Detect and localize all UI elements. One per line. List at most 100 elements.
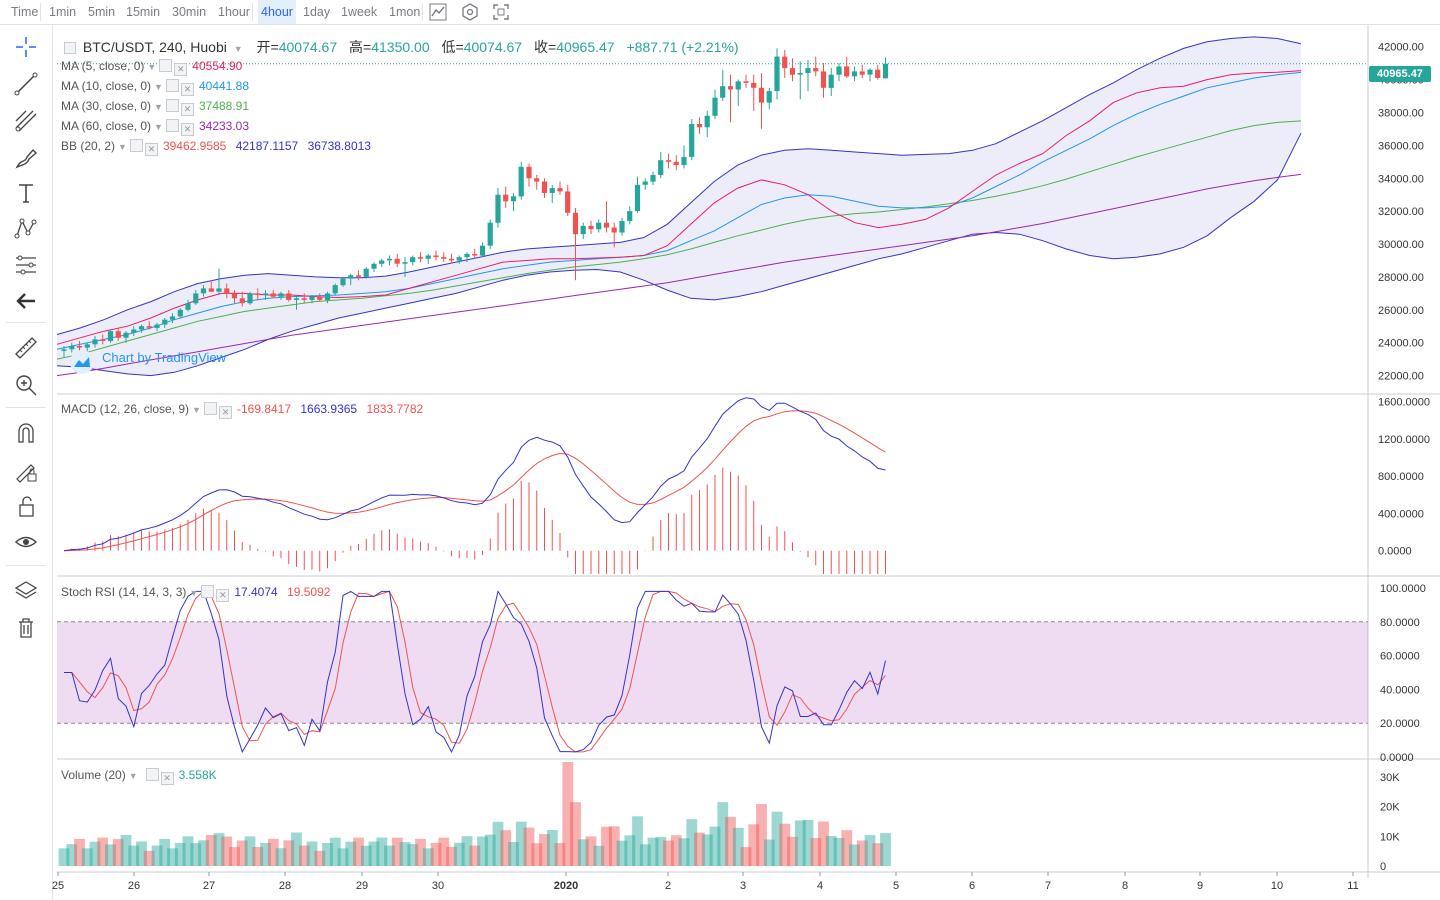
time-axis-label: 27 [203, 880, 215, 892]
candle-body [611, 227, 617, 233]
candle [208, 280, 214, 292]
candle-body [154, 324, 160, 328]
timeframe-5min[interactable]: 5min [88, 5, 116, 19]
macd-line [63, 397, 886, 552]
chevron-down-icon[interactable]: ▼ [233, 44, 243, 54]
tool-separator [6, 322, 46, 323]
close-icon[interactable]: ✕ [180, 103, 194, 116]
prediction-icon[interactable] [13, 252, 39, 278]
magnet-icon[interactable] [13, 420, 39, 446]
candle [441, 252, 447, 263]
gear-icon[interactable] [165, 119, 179, 132]
close-icon[interactable]: ✕ [216, 589, 230, 602]
fib-icon[interactable] [13, 108, 39, 134]
back-arrow-icon[interactable] [13, 288, 39, 314]
candle [789, 58, 796, 82]
ma5-label: MA (5, close, 0) [61, 59, 145, 73]
candle-body [131, 329, 137, 333]
trend-line-icon[interactable] [13, 71, 39, 97]
chevron-down-icon[interactable]: ▼ [147, 62, 157, 72]
close-icon[interactable]: ✕ [144, 143, 158, 156]
candle-body [317, 296, 323, 300]
tradingview-watermark[interactable]: Chart by TradingView [70, 350, 226, 374]
candle-body [588, 225, 594, 230]
pattern-icon[interactable] [13, 216, 39, 242]
timeframe-30min[interactable]: 30min [172, 5, 207, 19]
brush-icon[interactable] [13, 145, 39, 171]
timeframe-1min[interactable]: 1min [49, 5, 77, 19]
gear-icon[interactable] [203, 402, 217, 415]
crosshair-icon[interactable] [13, 34, 39, 60]
candle-body [704, 115, 710, 128]
candle [169, 313, 176, 323]
volume-bar [856, 840, 868, 866]
candle-body [603, 222, 610, 228]
volume-bar [477, 836, 488, 866]
gear-icon[interactable] [159, 59, 173, 72]
candle [146, 321, 152, 330]
settings-icon[interactable] [460, 2, 480, 22]
close-icon[interactable]: ✕ [174, 63, 188, 76]
stoch-legend[interactable]: Stoch RSI (14, 14, 3, 3) ▼ ✕ 17.4074 19.509… [61, 585, 330, 602]
gear-icon[interactable] [129, 139, 143, 152]
close-icon[interactable]: ✕ [160, 772, 174, 785]
close-icon[interactable]: ✕ [218, 406, 232, 419]
timeframe-1mon[interactable]: 1mon [389, 5, 421, 19]
unlock-icon[interactable] [13, 493, 39, 519]
macd-legend[interactable]: MACD (12, 26, close, 9) ▼ ✕ -169.8417 1663.… [61, 402, 423, 419]
macd-label: MACD (12, 26, close, 9) [61, 402, 190, 416]
volume-bar [701, 834, 713, 866]
volume-legend[interactable]: Volume (20) ▼ ✕ 3.558K [61, 768, 217, 785]
candle [231, 290, 238, 304]
timeframe-1hour[interactable]: 1hour [218, 5, 250, 19]
timeframe-4hour[interactable]: 4hour [258, 0, 296, 24]
layers-icon[interactable] [13, 578, 39, 604]
lock-drawing-icon[interactable] [13, 457, 39, 483]
volume-axis-label: 10K [1380, 831, 1400, 843]
candle [433, 250, 439, 261]
timeframe-1week[interactable]: 1week [341, 5, 378, 19]
gear-icon[interactable] [201, 585, 215, 598]
candle [301, 293, 307, 304]
timeframe-15min[interactable]: 15min [126, 5, 161, 19]
close-icon[interactable]: ✕ [180, 83, 194, 96]
chevron-down-icon[interactable]: ▼ [189, 588, 199, 598]
chevron-down-icon[interactable]: ▼ [118, 142, 127, 152]
chevron-down-icon[interactable]: ▼ [192, 405, 201, 415]
close-icon[interactable]: ✕ [180, 123, 194, 136]
top-toolbar: Time 1min 5min 15min 30min 1hour 4hour 1day 1wee… [0, 0, 1440, 25]
chevron-down-icon[interactable]: ▼ [154, 102, 163, 112]
timeframe-1day[interactable]: 1day [303, 5, 331, 19]
candle [758, 73, 765, 129]
collapse-icon[interactable] [64, 42, 76, 54]
volume-bar [725, 816, 736, 866]
fullscreen-icon[interactable] [491, 2, 511, 22]
bb-legend[interactable]: BB (20, 2) ▼ ✕ 39462.9585 42187.1157 36738.… [61, 139, 371, 156]
gear-icon[interactable] [165, 79, 179, 92]
volume-bar [415, 838, 426, 866]
chevron-down-icon[interactable]: ▼ [154, 122, 163, 132]
candle-body [789, 68, 796, 75]
zoom-icon[interactable] [13, 372, 39, 398]
chevron-down-icon[interactable]: ▼ [128, 771, 138, 781]
gear-icon[interactable] [145, 768, 159, 781]
gear-icon[interactable] [165, 99, 179, 112]
candle [751, 74, 757, 111]
indicator-icon[interactable] [428, 2, 448, 22]
volume-bar [407, 844, 419, 866]
candle-body [193, 293, 199, 304]
ma10-legend[interactable]: MA (10, close, 0) ▼ ✕ 40441.88 [61, 79, 249, 96]
ma30-legend[interactable]: MA (30, close, 0) ▼ ✕ 37488.91 [61, 99, 249, 116]
candle-body [76, 346, 83, 348]
chevron-down-icon[interactable]: ▼ [154, 82, 163, 92]
text-icon[interactable] [13, 180, 39, 206]
ma60-legend[interactable]: MA (60, close, 0) ▼ ✕ 34233.03 [61, 119, 249, 136]
timeframe-time[interactable]: Time [11, 5, 39, 19]
ruler-icon[interactable] [13, 335, 39, 361]
eye-icon[interactable] [13, 529, 39, 555]
ma5-legend[interactable]: MA (5, close, 0) ▼ ✕ 40554.90 [61, 59, 242, 76]
candle [766, 87, 772, 110]
candle [867, 68, 873, 82]
trash-icon[interactable] [13, 614, 39, 640]
